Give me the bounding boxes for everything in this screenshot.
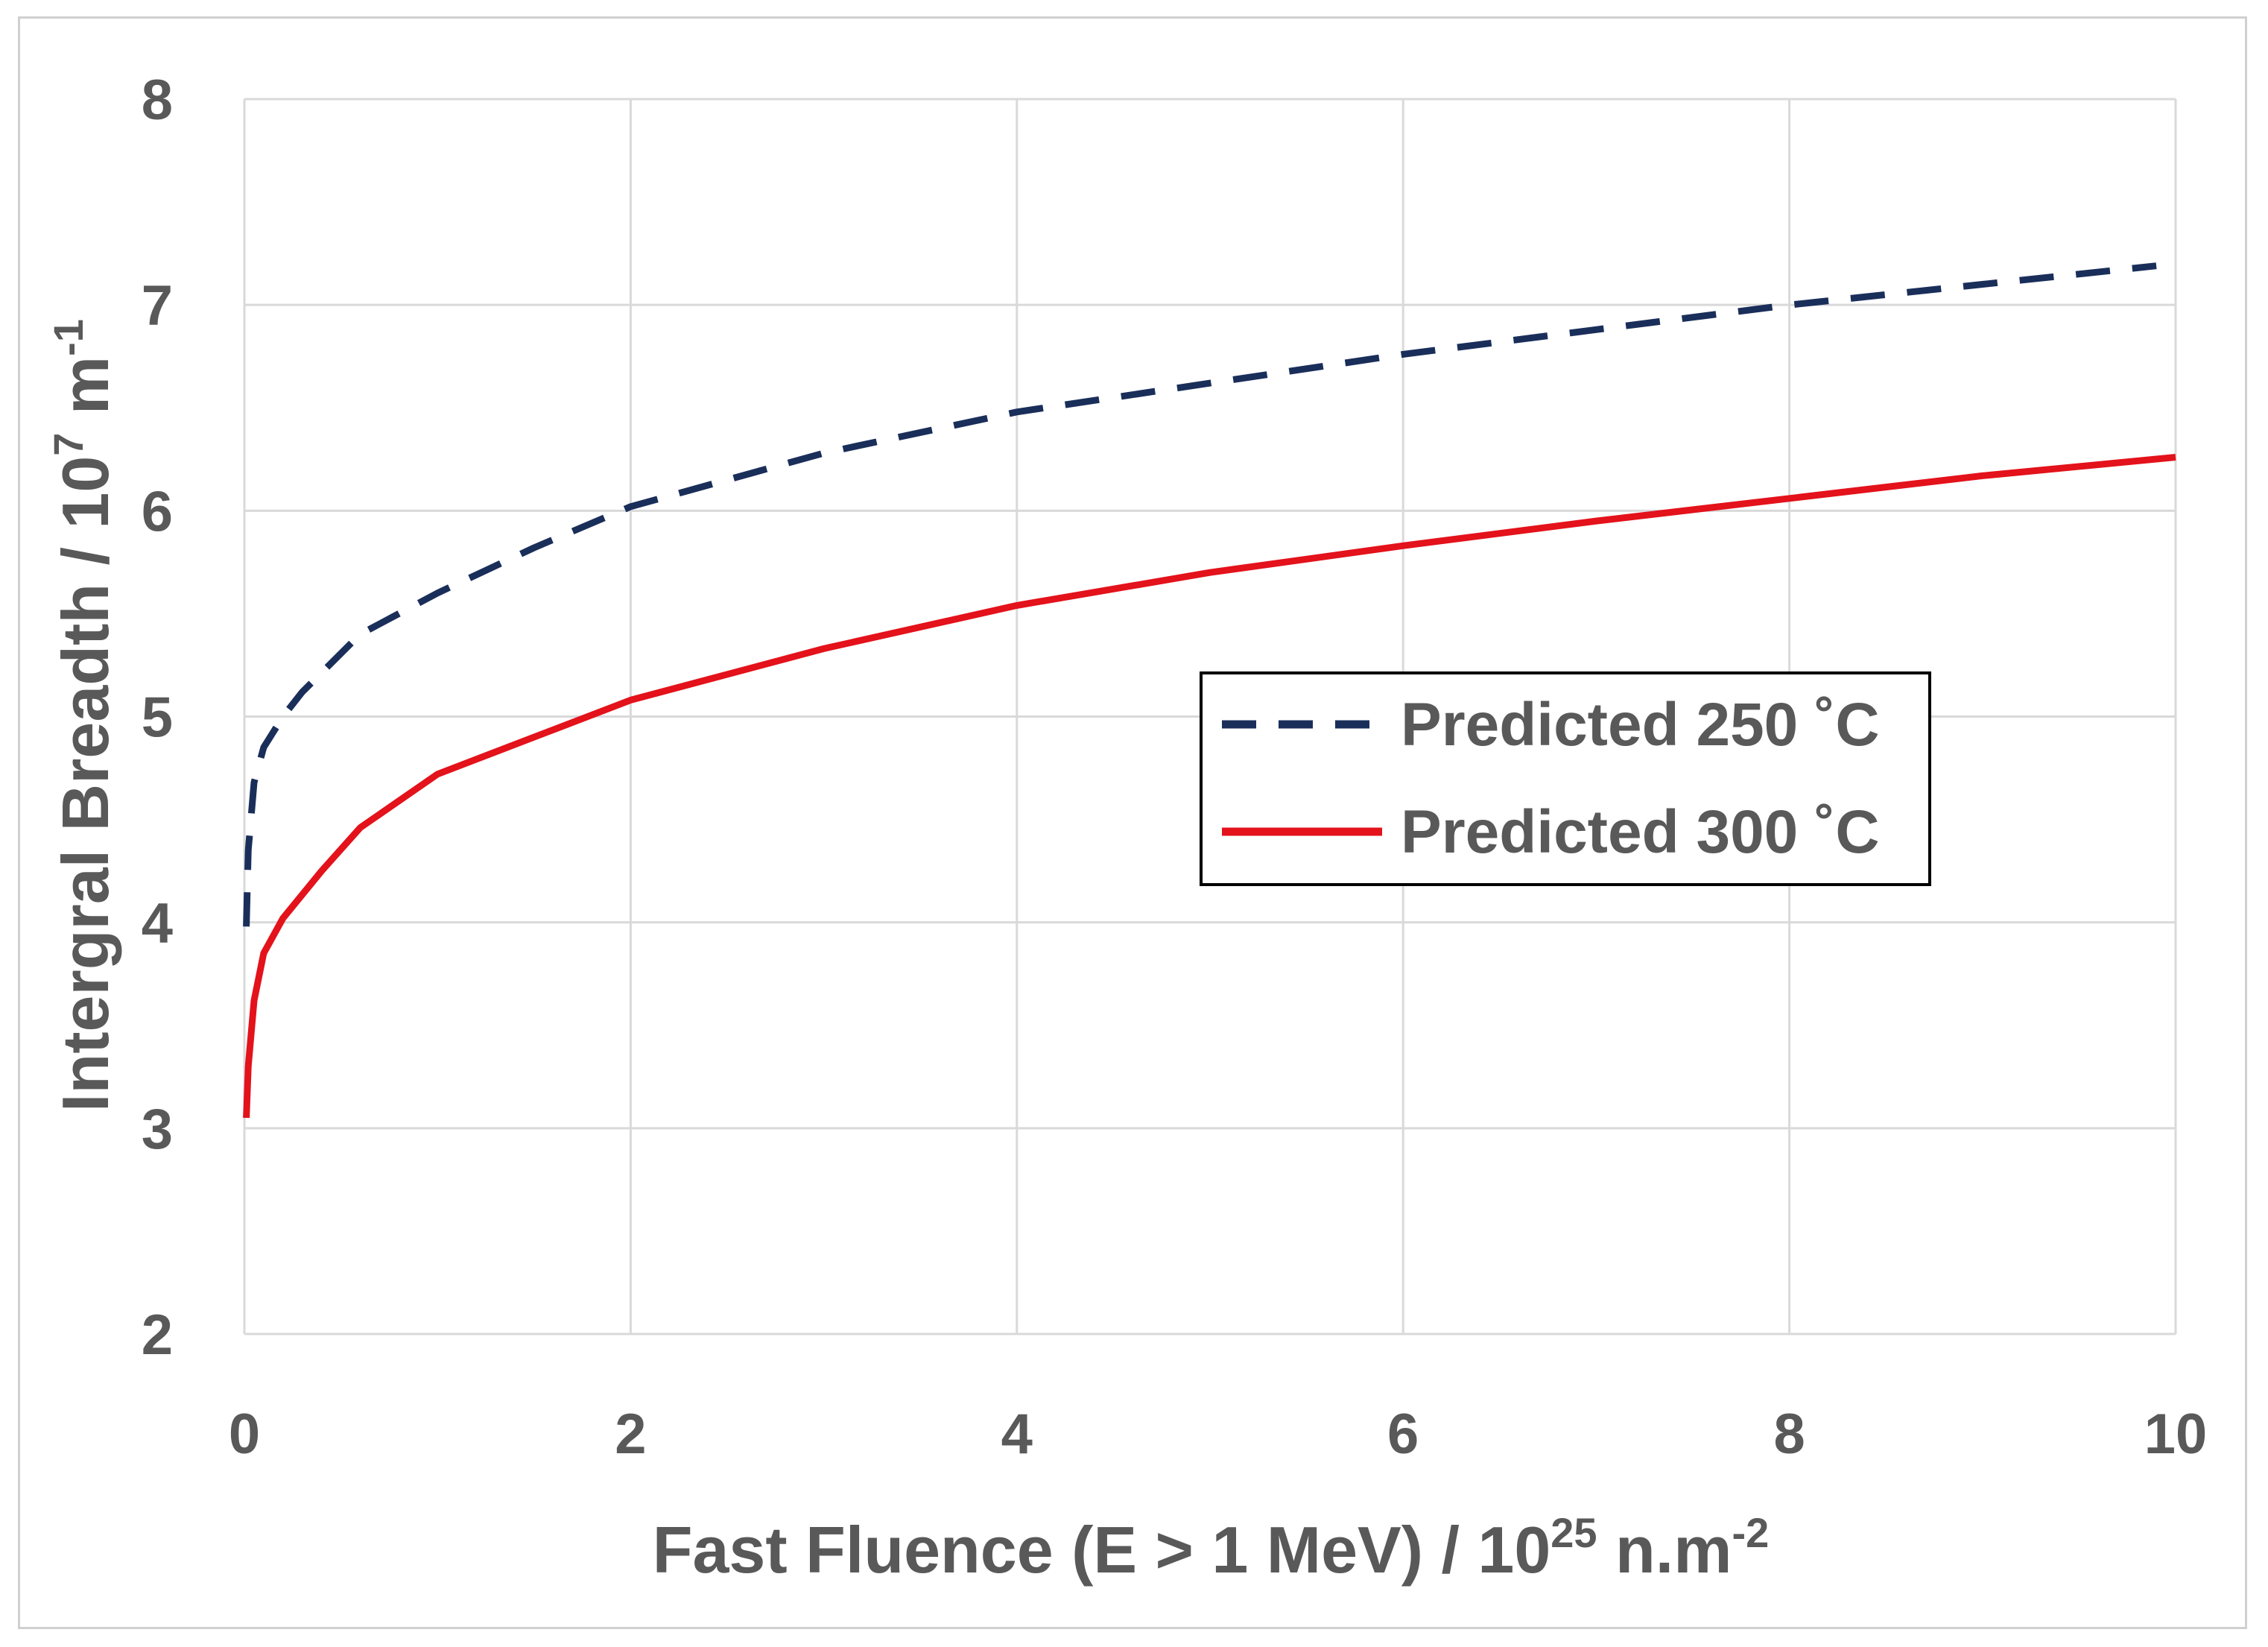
y-tick-label-6: 8: [142, 69, 173, 132]
y-tick-label-2: 4: [142, 892, 173, 955]
y-tick-label-1: 3: [142, 1098, 173, 1161]
y-axis-title: Intergral Breadth / 107 m-1: [45, 319, 122, 1112]
x-tick-label-3: 6: [1387, 1403, 1419, 1466]
legend-label-300c: Predicted 300 ˚C: [1401, 798, 1880, 866]
series-layer: [243, 262, 2176, 1119]
y-axis-ticks: 2 3 4 5 6 7 8: [142, 69, 173, 1367]
legend: Predicted 250 ˚C Predicted 300 ˚C: [1200, 671, 1931, 886]
y-tick-label-5: 7: [142, 274, 173, 338]
y-tick-label-0: 2: [142, 1303, 173, 1367]
legend-box: [1200, 671, 1931, 886]
x-axis-ticks: 0 2 4 6 8 10: [229, 1403, 2207, 1466]
legend-label-250c: Predicted 250 ˚C: [1401, 691, 1880, 759]
x-tick-label-2: 4: [1001, 1403, 1033, 1466]
series-line-1: [243, 454, 2176, 1119]
x-tick-label-1: 2: [615, 1403, 646, 1466]
x-tick-label-4: 8: [1773, 1403, 1805, 1466]
x-tick-label-5: 10: [2144, 1403, 2208, 1466]
series-line-0: [243, 262, 2157, 927]
x-tick-label-0: 0: [229, 1403, 260, 1466]
y-tick-label-3: 5: [142, 686, 173, 750]
y-tick-label-4: 6: [142, 480, 173, 543]
x-axis-title: Fast Fluence (E > 1 MeV) / 1025 n.m-2: [653, 1509, 1770, 1587]
